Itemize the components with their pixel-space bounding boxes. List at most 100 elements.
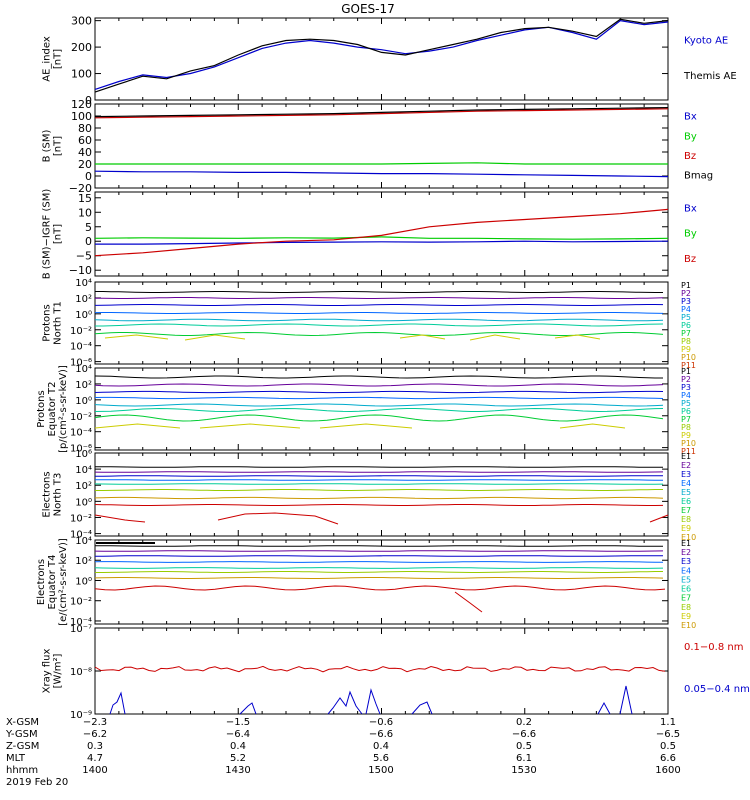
legend-entry: P9	[681, 345, 691, 354]
y-tick-label: 10⁴	[75, 278, 92, 289]
footer-row-label: Z-GSM	[6, 741, 39, 752]
footer-value: 1430	[225, 765, 250, 776]
legend-entry: P7	[681, 329, 691, 338]
flux-trace	[95, 489, 663, 491]
y-tick-label: 10²	[75, 380, 92, 391]
y-tick-label: 10⁻⁴	[70, 428, 92, 439]
legend-entry: E7	[681, 594, 691, 603]
legend-entry: Bx	[684, 112, 697, 123]
y-tick-label: 40	[78, 146, 92, 159]
y-axis-label: B (SM)−IGRF (SM)	[42, 189, 53, 280]
legend-entry: P3	[681, 383, 691, 392]
y-tick-label: 10⁰	[75, 497, 92, 508]
y-tick-label: 10²	[75, 556, 92, 567]
panel-frame	[94, 191, 669, 277]
flux-trace	[95, 555, 664, 557]
y-tick-label: 100	[71, 68, 92, 81]
series-line	[95, 162, 668, 165]
flux-trace	[649, 514, 669, 523]
flux-trace	[217, 512, 339, 525]
y-axis-label: Electrons	[42, 471, 53, 517]
y-axis-label: B (SM)	[42, 129, 53, 162]
legend-entry: E6	[681, 585, 691, 594]
plot-title: GOES-17	[341, 2, 395, 16]
legend-entry: Kyoto AE	[684, 35, 728, 46]
flux-trace	[399, 334, 446, 340]
y-tick-label: 10⁰	[75, 310, 92, 321]
y-tick-label: −20	[69, 182, 92, 195]
footer-value: 1530	[511, 765, 536, 776]
footer-value: 1500	[368, 765, 393, 776]
flux-trace	[95, 475, 664, 477]
footer-value: −6.4	[226, 729, 250, 740]
footer-value: 0.5	[516, 741, 532, 752]
legend-entry: P4	[681, 391, 691, 400]
footer-row-label: hhmm	[6, 765, 38, 776]
footer-value: 0.4	[373, 741, 389, 752]
y-axis-label: Protons	[42, 304, 53, 341]
y-tick-label: 10⁻⁶	[70, 444, 92, 455]
footer-value: 6.6	[660, 753, 676, 764]
legend-entry: P2	[681, 289, 691, 298]
y-tick-label: 10⁴	[75, 465, 92, 476]
legend-entry: E5	[681, 575, 691, 584]
y-tick-label: 100	[71, 110, 92, 123]
footer-value: 0.4	[230, 741, 246, 752]
y-axis-label: [e/(cm²-s-sr-keV)]	[58, 538, 69, 626]
y-tick-label: 0	[85, 170, 92, 183]
legend-entry: 0.1−0.8 nm	[684, 642, 743, 653]
y-tick-label: 10⁻²	[70, 412, 92, 423]
y-tick-label: −10	[69, 264, 92, 277]
y-tick-label: 10⁻⁸	[70, 667, 92, 678]
legend-entry: Bx	[684, 203, 697, 214]
legend-entry: E4	[681, 479, 691, 488]
flux-trace	[94, 312, 664, 314]
flux-trace	[94, 585, 666, 591]
panel-frame	[94, 452, 669, 537]
y-tick-label: 120	[71, 98, 92, 111]
legend-entry: P4	[681, 305, 691, 314]
xray-short-trace	[597, 701, 611, 715]
y-tick-label: 10⁴	[75, 364, 92, 375]
legend-entry: P7	[681, 415, 691, 424]
flux-trace	[104, 334, 169, 340]
flux-trace	[94, 550, 664, 552]
flux-trace	[94, 479, 664, 481]
y-axis-label: [nT]	[53, 224, 64, 244]
flux-trace	[94, 396, 664, 400]
footer-value: −0.6	[369, 717, 393, 728]
xray-short-trace	[239, 702, 257, 715]
footer-value: −6.2	[83, 729, 107, 740]
legend-entry: P1	[681, 367, 691, 376]
footer-value: 1600	[655, 765, 680, 776]
y-tick-label: 10⁻⁶	[70, 358, 92, 369]
flux-trace	[94, 297, 664, 299]
y-axis-label: Electrons	[36, 559, 47, 605]
series-line	[94, 236, 669, 240]
legend-entry: E8	[681, 603, 691, 612]
legend-entry: P1	[681, 281, 691, 290]
y-tick-label: 10⁻²	[70, 513, 92, 524]
footer-value: −1.5	[226, 717, 250, 728]
legend-entry: E4	[681, 566, 691, 575]
footer-row-label: Y-GSM	[5, 729, 38, 740]
y-tick-label: 15	[78, 192, 92, 205]
flux-trace	[454, 591, 483, 613]
flux-trace	[95, 545, 663, 547]
legend-entry: Bmag	[684, 170, 713, 181]
y-axis-label: [nT]	[53, 49, 64, 69]
y-tick-label: −5	[76, 250, 92, 263]
footer-row-label: 2019 Feb 20	[6, 777, 68, 788]
legend-entry: P6	[681, 407, 691, 416]
legend-entry: P10	[681, 439, 696, 448]
series-line	[94, 107, 669, 118]
xray-short-trace	[411, 701, 433, 715]
y-tick-label: 10⁻⁷	[70, 624, 92, 635]
flux-trace	[319, 423, 413, 429]
y-tick-label: 10⁴	[75, 536, 92, 547]
y-tick-label: 10⁻²	[70, 597, 92, 608]
legend-entry: Bz	[684, 254, 696, 265]
y-tick-label: 10²	[75, 294, 92, 305]
xray-short-trace	[109, 691, 126, 715]
